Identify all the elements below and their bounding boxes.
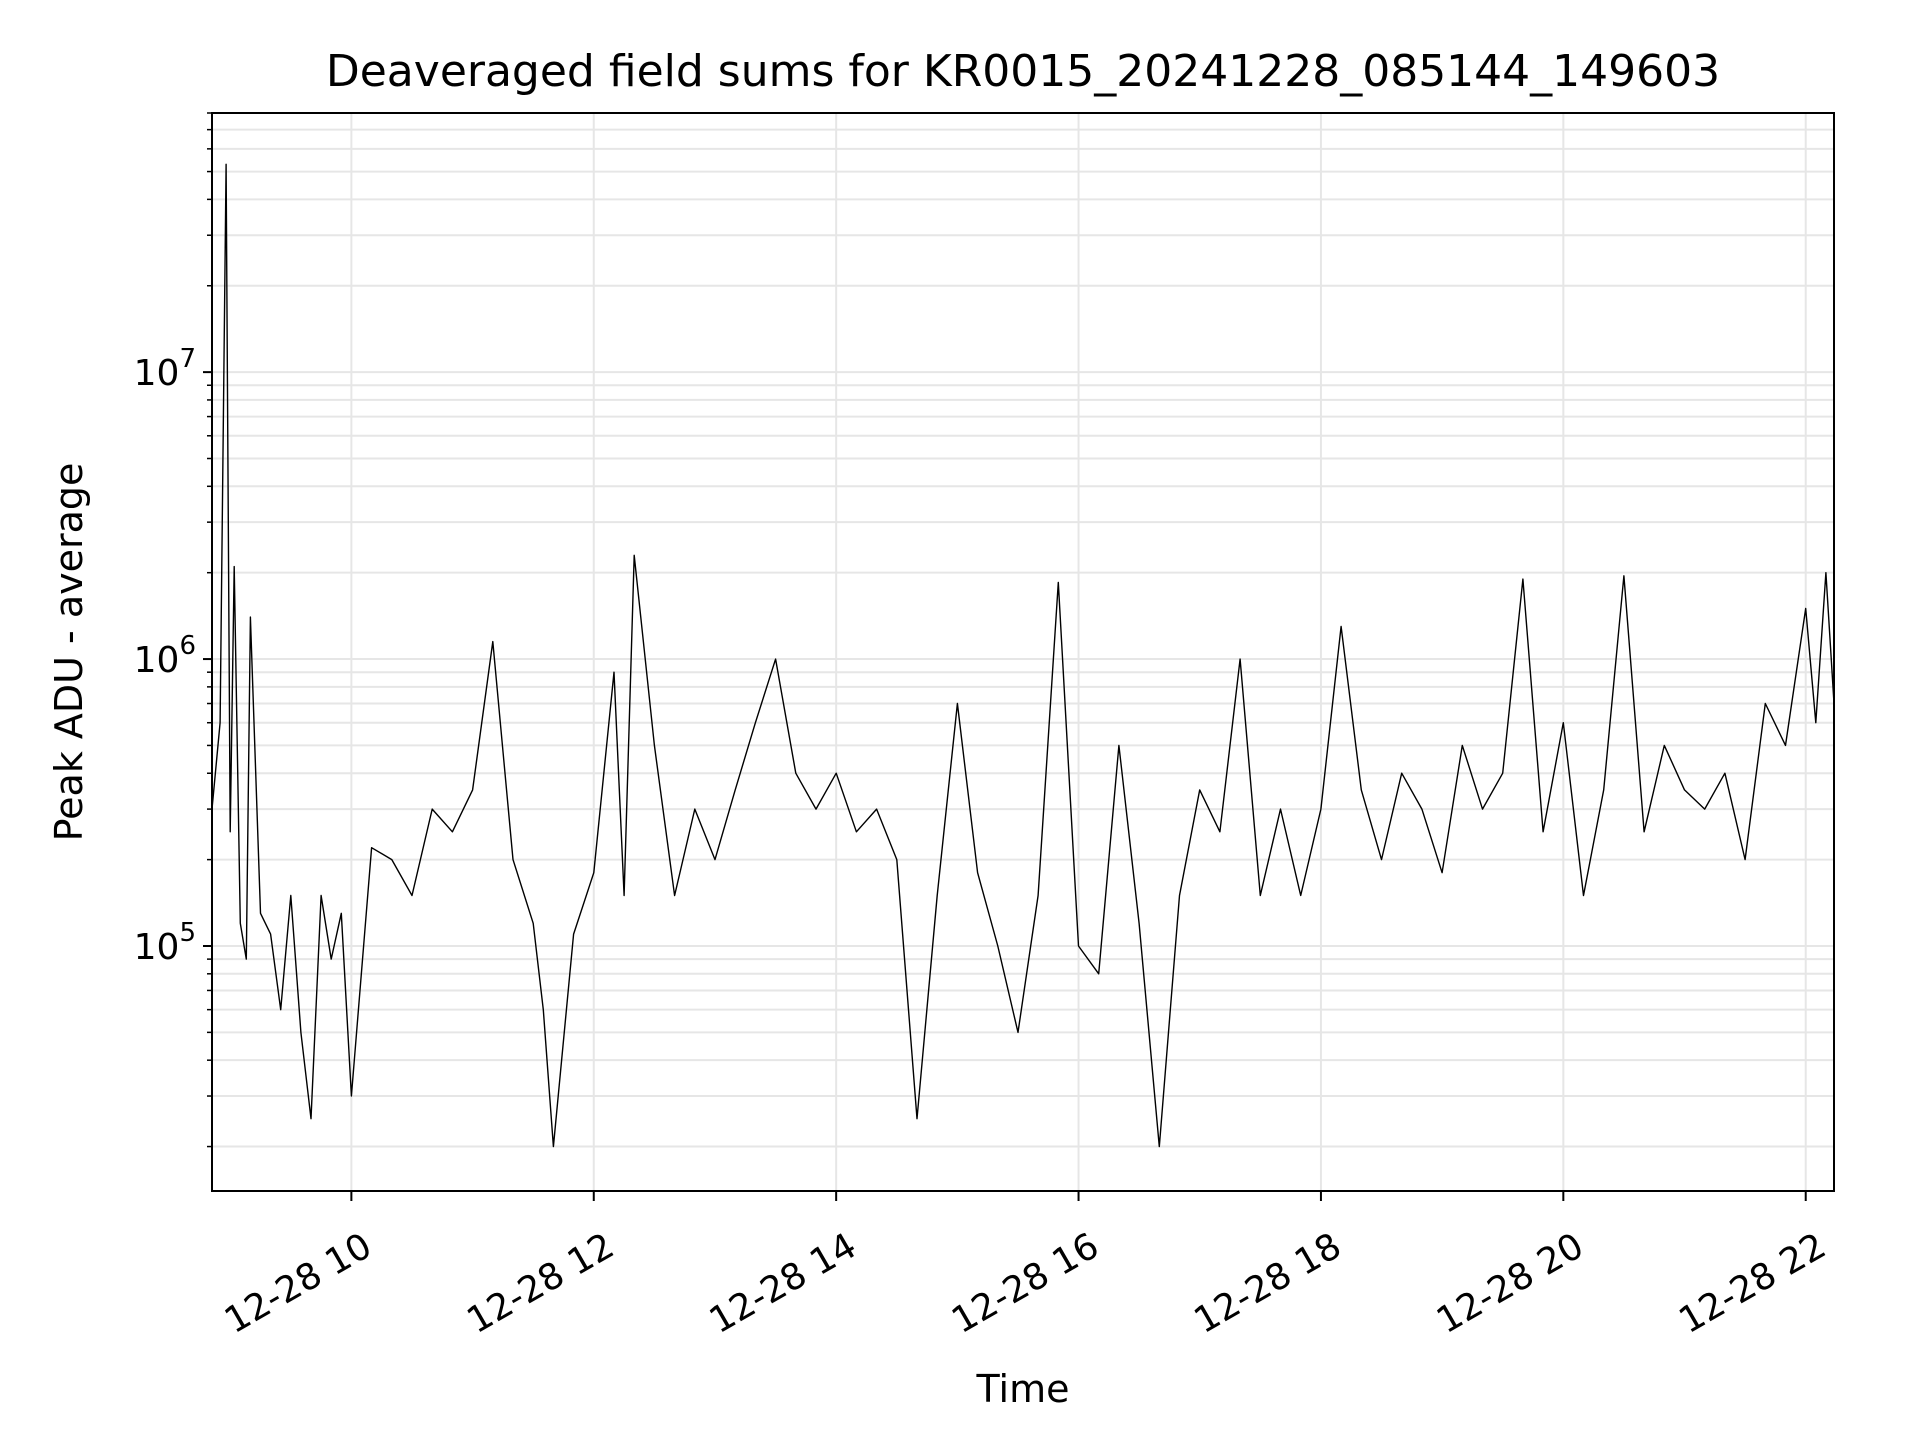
y-axis: 105 106 107 bbox=[134, 112, 212, 1148]
y-axis-title: Peak ADU - average bbox=[47, 463, 91, 842]
y-tick-label: 107 bbox=[134, 344, 196, 394]
x-axis-title: Time bbox=[976, 1367, 1070, 1411]
chart-title: Deaveraged field sums for KR0015_2024122… bbox=[326, 46, 1720, 97]
y-tick-label: 105 bbox=[134, 918, 196, 968]
series-line bbox=[211, 163, 1835, 1148]
series-layer bbox=[211, 163, 1835, 1148]
grid bbox=[212, 112, 1834, 1191]
plot-area-frame bbox=[211, 112, 1835, 1192]
y-tick-label: 106 bbox=[134, 631, 196, 681]
